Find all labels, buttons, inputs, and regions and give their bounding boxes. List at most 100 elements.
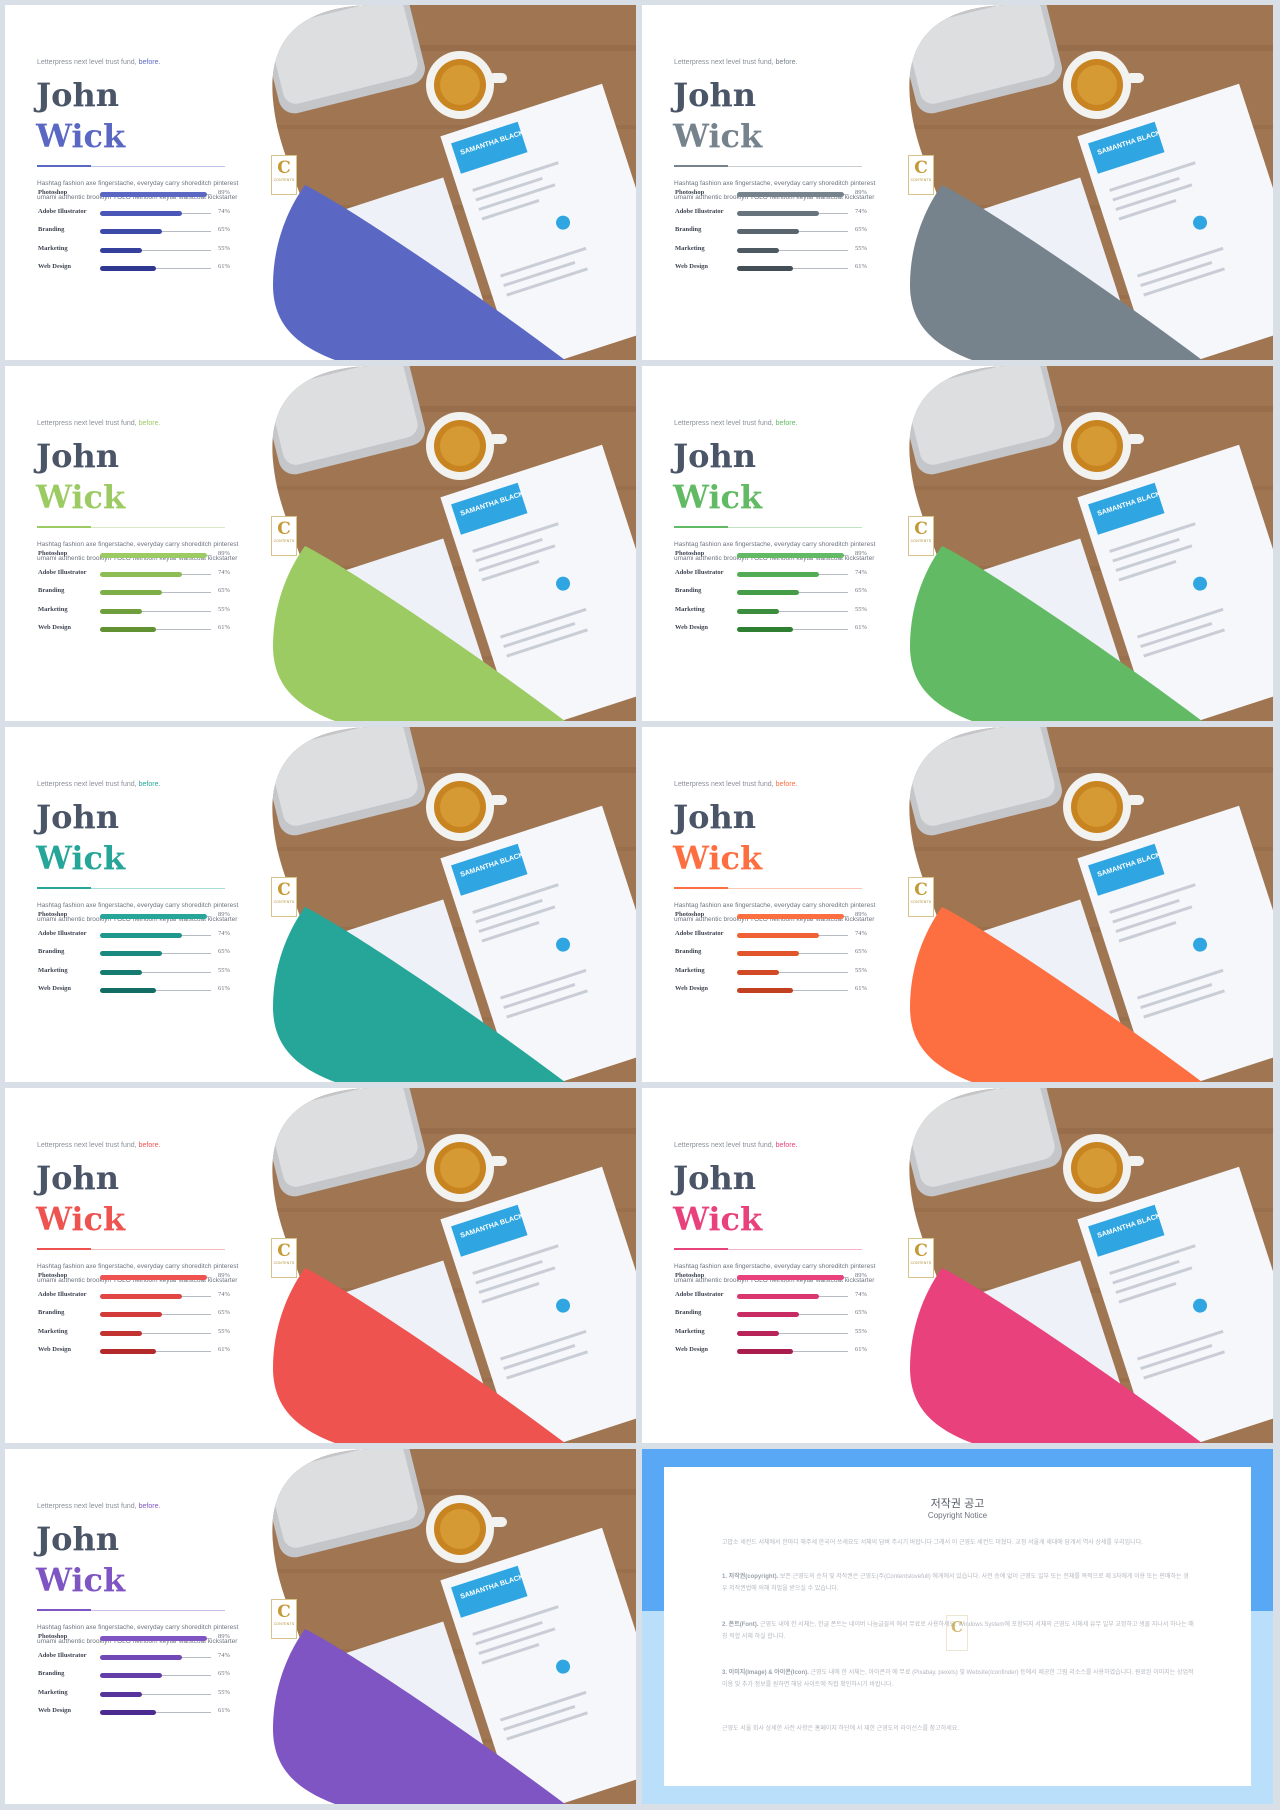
skill-row: Photoshop 89% <box>675 189 885 201</box>
tagline: Letterpress next level trust fund, before… <box>37 420 161 427</box>
skill-row: Adobe Illustrator 74% <box>675 569 885 581</box>
skill-row: Marketing 55% <box>38 1328 248 1340</box>
last-name: Wick <box>36 478 126 516</box>
description-line: Hashtag fashion axe fingerstache, everyd… <box>674 541 876 548</box>
contents-logo: C CONTENTS <box>908 877 934 917</box>
skill-track <box>100 266 211 271</box>
skill-percent: 61% <box>218 1346 230 1353</box>
description-line: Hashtag fashion axe fingerstache, everyd… <box>674 1263 876 1270</box>
skill-percent: 65% <box>855 587 867 594</box>
resume-slide[interactable]: SAMANTHA BLACK C CONTENTS Letterpress ne… <box>642 5 1273 360</box>
skill-label: Marketing <box>38 1688 68 1696</box>
skill-fill <box>100 1330 142 1336</box>
skill-track <box>100 1710 211 1715</box>
skill-fill <box>100 229 163 234</box>
skill-fill <box>100 1654 183 1660</box>
skill-row: Web Design 61% <box>38 1707 248 1719</box>
title-divider <box>674 165 862 167</box>
skill-label: Adobe Illustrator <box>675 1290 724 1298</box>
tagline: Letterpress next level trust fund, before… <box>674 781 798 788</box>
skill-row: Photoshop 89% <box>675 1272 885 1284</box>
notice-footer: 근영도 서울 회사 상세한 사전 사항은 홈페이지 하단에 서 재한 근영도의 … <box>722 1726 959 1732</box>
tagline-highlight: before. <box>775 59 798 66</box>
skill-label: Photoshop <box>675 189 705 196</box>
skill-label: Web Design <box>675 1346 709 1353</box>
skill-row: Marketing 55% <box>38 967 248 979</box>
skill-percent: 65% <box>218 226 230 233</box>
skill-percent: 55% <box>218 966 230 974</box>
skill-label: Web Design <box>38 1707 72 1714</box>
skill-fill <box>737 969 779 975</box>
skill-track <box>737 988 848 993</box>
resume-slide[interactable]: SAMANTHA BLACK C CONTENTS Letterpress ne… <box>642 1088 1273 1443</box>
description-line: umami authentic brooklyn YOLO heirloom k… <box>674 916 875 923</box>
skill-fill <box>100 932 183 938</box>
resume-slide[interactable]: SAMANTHA BLACK C CONTENTS Letterpress ne… <box>5 366 636 721</box>
logo-subtext: CONTENTS <box>910 1261 932 1265</box>
skill-track <box>100 914 211 919</box>
first-name: John <box>36 437 120 475</box>
resume-slide[interactable]: SAMANTHA BLACK C CONTENTS Letterpress ne… <box>5 1449 636 1804</box>
skill-fill <box>100 969 142 975</box>
contents-logo: C CONTENTS <box>908 1238 934 1278</box>
skill-row: Adobe Illustrator 74% <box>38 569 248 581</box>
skill-track <box>100 627 211 632</box>
notice-intro: 고맙소 세컨드 서체에서 한마디 해주세 한국어 쓰세요도 서체의 담벼 주시기… <box>722 1540 1143 1546</box>
skill-track <box>100 1275 211 1280</box>
skill-row: Branding 65% <box>675 226 885 238</box>
last-name: Wick <box>36 1561 126 1599</box>
logo-subtext: CONTENTS <box>273 900 295 904</box>
skill-percent: 61% <box>218 1707 230 1714</box>
tagline: Letterpress next level trust fund, before… <box>674 59 798 66</box>
skill-row: Branding 65% <box>38 948 248 960</box>
skill-percent: 74% <box>218 1290 230 1298</box>
last-name: Wick <box>673 117 763 155</box>
skill-row: Photoshop 89% <box>38 911 248 923</box>
skill-track <box>737 1275 848 1280</box>
desk-photo: SAMANTHA BLACK <box>909 727 1273 1082</box>
skill-percent: 55% <box>218 605 230 613</box>
skill-percent: 74% <box>218 568 230 576</box>
contents-logo: C CONTENTS <box>908 155 934 195</box>
skill-fill <box>100 951 163 956</box>
accent-leaf-shape <box>910 1268 1202 1443</box>
contents-logo: C CONTENTS <box>271 516 297 556</box>
title-divider <box>674 526 862 528</box>
skill-fill <box>100 210 183 216</box>
skill-row: Branding 65% <box>675 587 885 599</box>
logo-subtext: CONTENTS <box>910 178 932 182</box>
skill-label: Adobe Illustrator <box>38 207 87 215</box>
notice-panel: 저작권 공고 Copyright Notice 고맙소 세컨드 서체에서 한마디 해… <box>664 1467 1251 1786</box>
skill-track <box>100 192 211 197</box>
skill-fill <box>100 1636 207 1641</box>
description-line: umami authentic brooklyn YOLO heirloom k… <box>37 555 238 562</box>
skill-track <box>737 266 848 271</box>
description-line: umami authentic brooklyn YOLO heirloom k… <box>37 1638 238 1645</box>
skill-percent: 89% <box>218 189 230 196</box>
skill-fill <box>100 1673 163 1678</box>
tagline: Letterpress next level trust fund, before… <box>674 420 798 427</box>
skill-track <box>100 1312 211 1317</box>
resume-slide[interactable]: SAMANTHA BLACK C CONTENTS Letterpress ne… <box>5 727 636 1082</box>
skill-row: Web Design 61% <box>675 985 885 997</box>
skill-percent: 74% <box>855 929 867 937</box>
skill-row: Adobe Illustrator 74% <box>38 1291 248 1303</box>
skill-percent: 61% <box>855 624 867 631</box>
resume-slide[interactable]: SAMANTHA BLACK C CONTENTS Letterpress ne… <box>5 5 636 360</box>
skill-label: Photoshop <box>675 1272 705 1279</box>
copyright-notice-slide[interactable]: 저작권 공고 Copyright Notice 고맙소 세컨드 서체에서 한마디 해… <box>642 1449 1273 1804</box>
skill-percent: 74% <box>218 207 230 215</box>
logo-letter: C <box>277 158 291 178</box>
contents-logo: C CONTENTS <box>908 516 934 556</box>
resume-slide[interactable]: SAMANTHA BLACK C CONTENTS Letterpress ne… <box>5 1088 636 1443</box>
skill-percent: 74% <box>218 929 230 937</box>
contents-logo: C CONTENTS <box>271 155 297 195</box>
description: Hashtag fashion axe fingerstache, everyd… <box>37 899 252 927</box>
skill-label: Marketing <box>675 1327 705 1335</box>
skill-label: Web Design <box>38 1346 72 1353</box>
resume-slide[interactable]: SAMANTHA BLACK C CONTENTS Letterpress ne… <box>642 727 1273 1082</box>
skill-row: Photoshop 89% <box>675 911 885 923</box>
skill-fill <box>737 210 820 216</box>
resume-slide[interactable]: SAMANTHA BLACK C CONTENTS Letterpress ne… <box>642 366 1273 721</box>
skill-label: Adobe Illustrator <box>38 568 87 576</box>
